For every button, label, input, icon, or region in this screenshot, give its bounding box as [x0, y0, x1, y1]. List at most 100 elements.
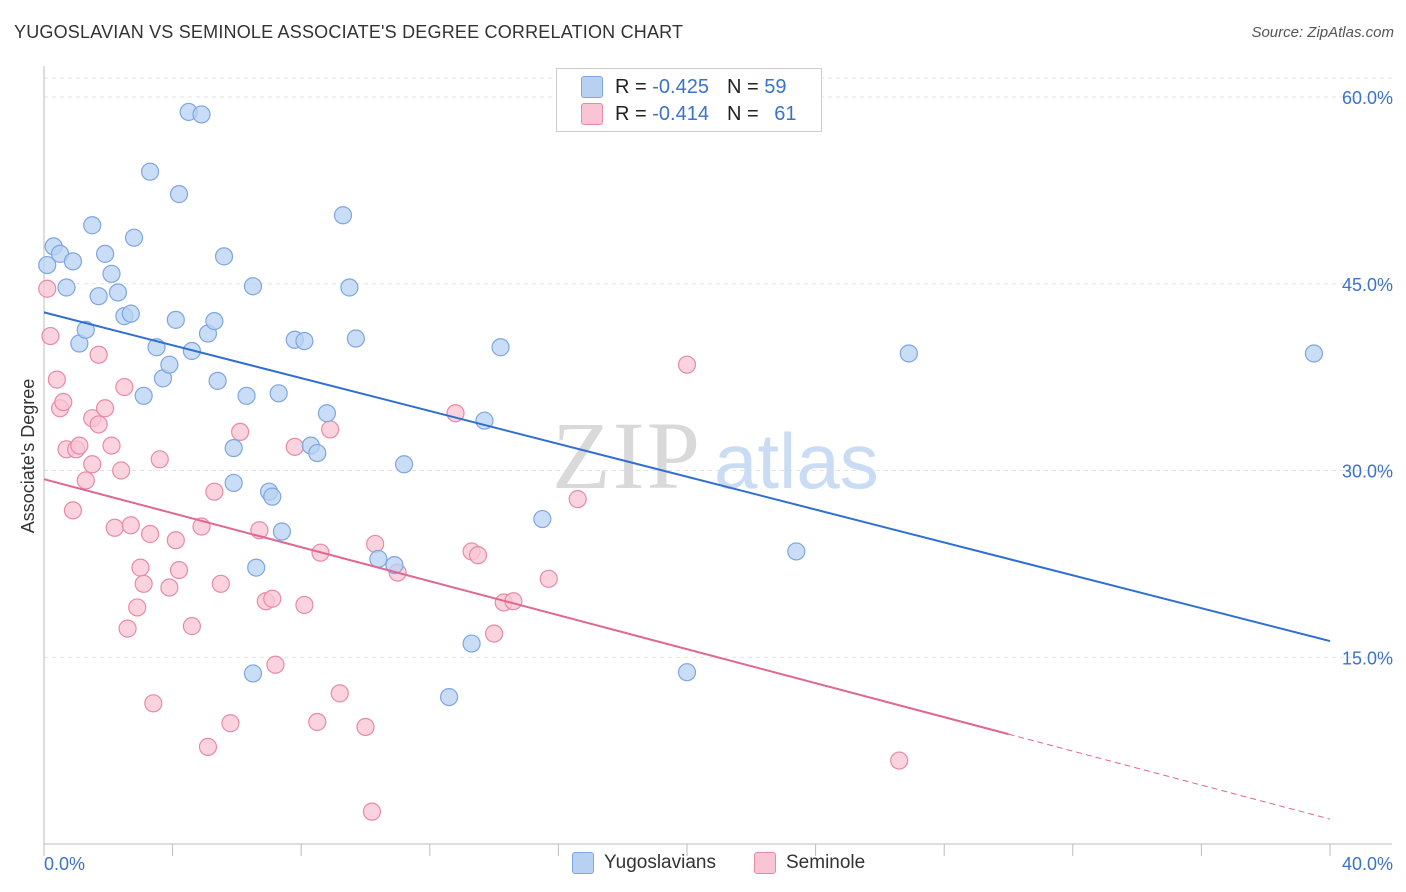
yugoslavian-point	[121, 304, 140, 323]
source-label: Source: ZipAtlas.com	[1251, 24, 1394, 41]
seminole-point	[115, 377, 134, 397]
yugoslavian-point	[192, 105, 211, 124]
yugoslavian-point	[272, 522, 292, 541]
grid-lines	[44, 77, 1392, 658]
yugoslavian-point	[160, 355, 179, 374]
seminole-point	[362, 802, 382, 821]
seminole-point	[295, 595, 314, 615]
seminole-point	[105, 518, 124, 537]
yugoslavian-point	[346, 329, 365, 348]
axes	[43, 66, 1392, 856]
x-tick-label: 40.0%	[1342, 854, 1393, 874]
yugoslavian-point	[57, 278, 76, 297]
seminole-point	[128, 598, 147, 617]
yugoslavian-point	[369, 549, 388, 568]
yugoslavian-point	[317, 404, 337, 423]
yugoslavian-point	[214, 247, 234, 266]
yugoslavian-trend-line	[43, 311, 1331, 643]
yugoslavian-point	[295, 331, 314, 351]
seminole-point	[112, 461, 131, 480]
seminole-point	[677, 355, 697, 374]
legend-swatch-pink	[581, 103, 603, 125]
series-swatch-pink	[754, 852, 776, 874]
legend-row-seminole: R = -0.414 N = 61	[581, 102, 796, 126]
seminole-point	[76, 471, 95, 490]
legend-r-label: R =	[615, 75, 653, 98]
seminole-point	[38, 279, 57, 298]
seminole-point	[321, 420, 340, 439]
series-label-yugoslavians: Yugoslavians	[604, 852, 716, 873]
seminole-point	[308, 712, 327, 732]
seminole-point	[41, 326, 60, 346]
yugoslavian-point	[333, 206, 353, 225]
y-tick-label: 30.0%	[1342, 462, 1393, 482]
yugoslavian-point	[1304, 344, 1324, 363]
chart-title: YUGOSLAVIAN VS SEMINOLE ASSOCIATE'S DEGR…	[14, 22, 684, 42]
y-axis-label: Associate's Degree	[18, 379, 38, 534]
series-legend-seminole: Seminole	[754, 852, 865, 874]
yugoslavian-point	[169, 185, 189, 204]
yugoslavian-point	[38, 255, 57, 275]
yugoslavian-point	[243, 277, 263, 296]
seminole-point	[356, 717, 375, 737]
yugoslavian-point	[224, 438, 243, 458]
legend-n-label: N =	[726, 75, 765, 98]
series-legend: Yugoslavians Seminole	[0, 852, 1406, 876]
yugoslavian-point	[340, 278, 359, 297]
seminole-point	[140, 524, 160, 544]
seminole-point	[166, 531, 185, 550]
yugoslavian-point	[95, 244, 115, 263]
seminole-point	[47, 370, 66, 389]
legend-swatch-blue	[581, 76, 603, 98]
yugoslavian-point	[899, 344, 918, 363]
yugoslavian-point	[166, 310, 185, 329]
legend-n-value: 61	[774, 102, 797, 125]
trend-lines	[43, 311, 1331, 820]
seminole-point	[231, 422, 250, 442]
yugoslavian-point	[533, 509, 552, 529]
yugoslavian-point	[308, 443, 327, 463]
yugoslavian-point	[134, 386, 153, 405]
y-tick-label: 15.0%	[1342, 648, 1393, 668]
seminole-point	[118, 619, 137, 638]
seminole-point	[121, 516, 140, 535]
seminole-point	[144, 694, 163, 713]
series-swatch-blue	[572, 852, 594, 874]
yugoslavian-point	[263, 487, 282, 506]
seminole-point	[263, 589, 282, 608]
seminole-point	[95, 399, 115, 418]
yugoslavian-point	[677, 663, 697, 682]
yugoslavian-point	[394, 455, 414, 474]
legend-n-label: N =	[726, 102, 765, 125]
yugoslavian-point	[83, 216, 102, 235]
yugoslavian-point	[439, 687, 459, 707]
yugoslavian-point	[237, 386, 256, 405]
yugoslavian-point	[462, 634, 481, 653]
yugoslavian-point	[787, 542, 806, 561]
seminole-point	[568, 490, 587, 509]
seminole-point	[485, 624, 504, 643]
seminole-point	[89, 415, 108, 434]
legend-r-label: R =	[615, 102, 653, 125]
legend-r-value: -0.414	[652, 102, 709, 125]
yugoslavian-point	[247, 558, 266, 577]
y-tick-label: 45.0%	[1342, 275, 1393, 295]
seminole-point	[266, 655, 285, 674]
seminole-point	[539, 569, 558, 588]
seminole-point	[198, 737, 218, 756]
watermark: ZIP atlas	[552, 402, 879, 509]
yugoslavian-points	[38, 102, 1324, 707]
seminole-point	[131, 558, 150, 577]
seminole-point	[160, 578, 179, 597]
seminole-trend-extension	[1008, 733, 1331, 820]
legend-row-yugoslavian: R = -0.425 N = 59	[581, 75, 786, 99]
seminole-point	[89, 345, 108, 364]
seminole-point	[150, 450, 169, 469]
correlation-legend: R = -0.425 N = 59 R = -0.414 N = 61	[556, 68, 822, 132]
series-label-seminole: Seminole	[786, 852, 866, 873]
seminole-point	[330, 684, 349, 703]
series-legend-yugoslavians: Yugoslavians	[572, 852, 716, 874]
seminole-point	[468, 546, 488, 565]
seminole-point	[70, 436, 89, 455]
